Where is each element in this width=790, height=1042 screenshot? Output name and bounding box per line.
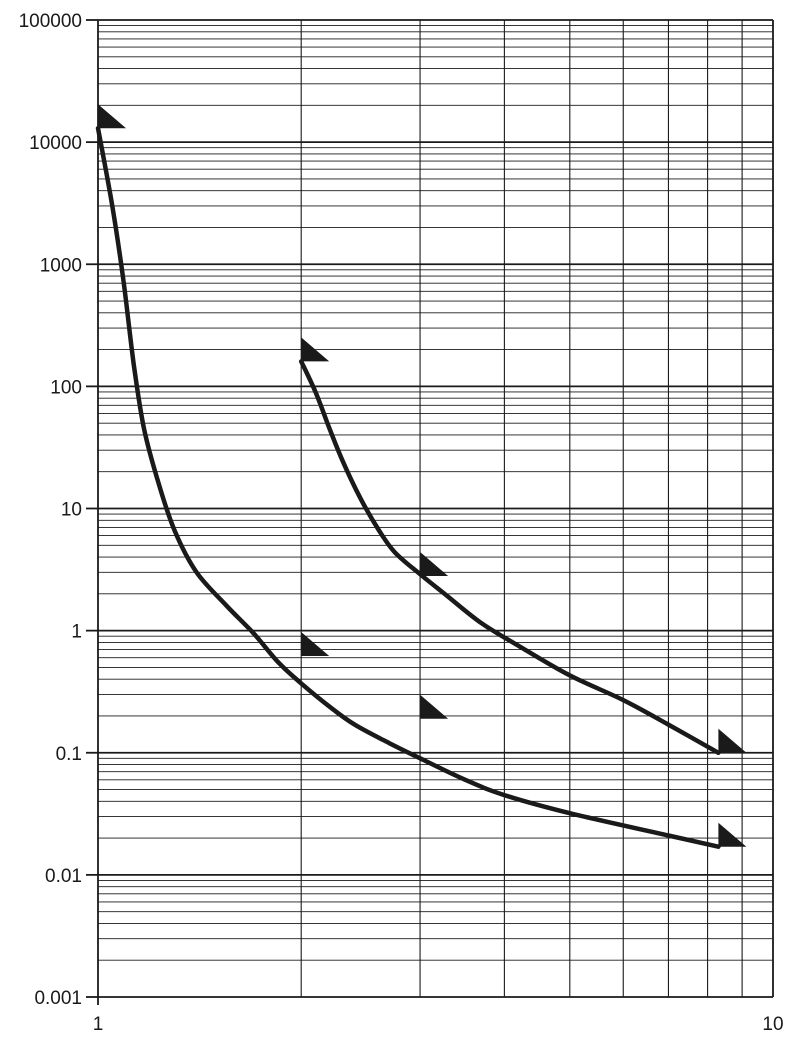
y-tick-label: 1 [71, 622, 82, 643]
y-tick-label: 0.1 [56, 744, 82, 765]
tick-labels: 100000 10000 1000 100 10 1 0.1 0.01 0.001 1 10 [19, 11, 784, 1035]
y-tick-label: 100000 [19, 11, 82, 32]
series-marker [301, 632, 330, 656]
y-tick-label: 1000 [40, 255, 82, 276]
series-markers [98, 104, 747, 847]
series-marker [718, 728, 747, 753]
series-marker [420, 552, 449, 576]
y-tick-label: 10 [61, 500, 82, 521]
series-marker [98, 104, 126, 129]
y-tick-label: 0.01 [45, 866, 82, 887]
x-tick-label: 10 [762, 1014, 783, 1035]
series-line-1 [95, 125, 721, 849]
grid [86, 19, 774, 1005]
series-marker [301, 337, 330, 362]
plot-series [95, 125, 721, 849]
y-tick-label: 10000 [29, 133, 82, 154]
series-marker [718, 822, 747, 847]
series-marker [420, 694, 449, 719]
x-tick-label: 1 [93, 1014, 104, 1035]
y-tick-label: 100 [50, 377, 82, 398]
y-tick-label: 0.001 [34, 988, 82, 1009]
